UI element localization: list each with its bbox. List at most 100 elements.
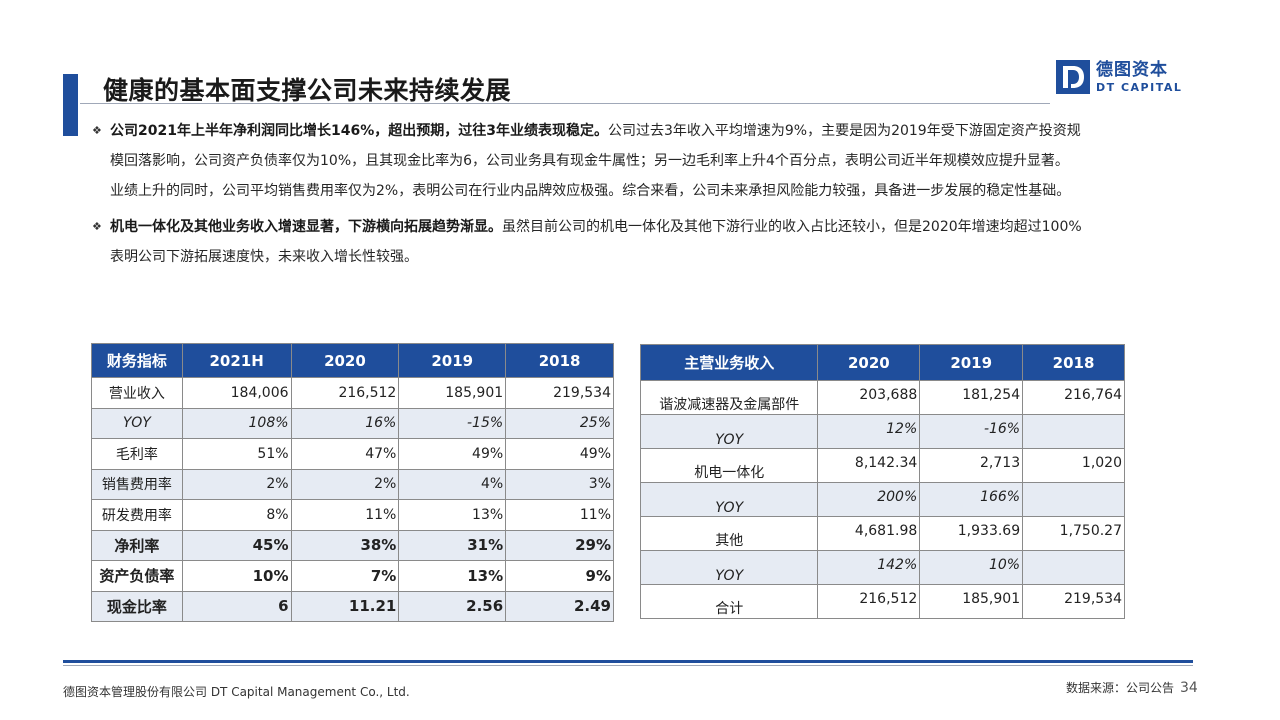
table-cell: 142% [817,550,921,585]
bullet-heading: 机电一体化及其他业务收入增速显著，下游横向拓展趋势渐显。 [110,219,502,235]
page-number: 34 [1180,680,1198,696]
column-header: 主营业务收入 [639,344,819,381]
row-label: 营业收入 [91,377,183,409]
table-cell: 2% [181,468,292,500]
column-header: 2021H [181,343,292,378]
table-cell: 8,142.34 [817,448,921,483]
table-row: 资产负债率 10% 7% 13% 9% [91,560,614,592]
row-label: 销售费用率 [91,468,183,500]
page-title: 健康的基本面支撑公司未来持续发展 [103,76,512,105]
table-cell: 185,901 [398,377,507,409]
table-cell: 16% [290,407,400,439]
table-cell: 11% [290,499,400,531]
table-cell: 184,006 [181,377,292,409]
logo-en-text: DT CAPITAL [1096,80,1183,94]
table-cell: 38% [290,529,400,561]
table-cell: 216,512 [290,377,400,409]
table-row: 其他 4,681.98 1,933.69 1,750.27 [639,516,1125,551]
row-label: YOY [639,482,819,517]
table-cell: 7% [290,560,400,592]
row-label: 合计 [639,584,819,619]
table-cell: 2% [290,468,400,500]
table-cell [1022,482,1125,517]
table-cell: 166% [919,482,1024,517]
row-label: YOY [639,550,819,585]
column-header: 2020 [817,344,921,381]
table-cell: 2.56 [398,590,507,622]
table-row: 毛利率 51% 47% 49% 49% [91,438,614,470]
table-cell: 13% [398,560,507,592]
row-label: 研发费用率 [91,499,183,531]
table-cell: 10% [919,550,1024,585]
table-cell: 216,764 [1022,380,1125,415]
table-cell: 12% [817,414,921,449]
table-cell: 108% [181,407,292,439]
bullet-heading: 公司2021年上半年净利润同比增长146%，超出预期，过往3年业绩表现稳定。 [110,123,608,139]
column-header: 2019 [398,343,507,378]
table-cell: 203,688 [817,380,921,415]
table-row: 现金比率 6 11.21 2.56 2.49 [91,590,614,622]
table-cell: 8% [181,499,292,531]
table-cell: 4% [398,468,507,500]
dt-logo-icon [1056,60,1090,94]
row-label: YOY [91,407,183,439]
column-header: 2018 [1022,344,1125,381]
row-label: 机电一体化 [639,448,819,483]
logo-cn-text: 德图资本 [1096,59,1168,80]
table-cell: 51% [181,438,292,470]
table-cell: 219,534 [505,377,614,409]
table-cell: 11% [505,499,614,531]
row-label: 谐波减速器及金属部件 [639,380,819,415]
table-row: YOY 200% 166% [639,482,1125,517]
table-cell: 2,713 [919,448,1024,483]
data-source-text: 数据来源：公司公告 [1066,681,1175,695]
table-cell: 9% [505,560,614,592]
footer-source: 数据来源：公司公告 34 [1066,679,1198,696]
column-header: 2018 [505,343,614,378]
table-cell [1022,414,1125,449]
table-row: 销售费用率 2% 2% 4% 3% [91,468,614,500]
table-cell: 10% [181,560,292,592]
column-header: 2020 [290,343,400,378]
table-row: 机电一体化 8,142.34 2,713 1,020 [639,448,1125,483]
table-cell: 49% [505,438,614,470]
table-cell: 6 [181,590,292,622]
table-cell: 216,512 [817,584,921,619]
table-header-row: 财务指标 2021H 2020 2019 2018 [91,343,614,378]
row-label: YOY [639,414,819,449]
table-row: 研发费用率 8% 11% 13% 11% [91,499,614,531]
footer-divider [63,660,1193,663]
title-accent-bar [63,74,78,136]
column-header: 财务指标 [91,343,183,378]
table-row: YOY 12% -16% [639,414,1125,449]
table-row: YOY 142% 10% [639,550,1125,585]
table-cell: -16% [919,414,1024,449]
row-label: 资产负债率 [91,560,183,592]
table-cell: 4,681.98 [817,516,921,551]
table-cell: 13% [398,499,507,531]
row-label: 毛利率 [91,438,183,470]
table-row: 谐波减速器及金属部件 203,688 181,254 216,764 [639,380,1125,415]
table-cell: 219,534 [1022,584,1125,619]
table-cell: 200% [817,482,921,517]
table-cell: 1,750.27 [1022,516,1125,551]
table-cell [1022,550,1125,585]
footer-company: 德图资本管理股份有限公司 DT Capital Management Co., … [63,685,410,699]
table-row: 营业收入 184,006 216,512 185,901 219,534 [91,377,614,409]
table-row: 合计 216,512 185,901 219,534 [639,584,1125,619]
table-cell: 1,933.69 [919,516,1024,551]
table-cell: 45% [181,529,292,561]
table-cell: 2.49 [505,590,614,622]
table-cell: 181,254 [919,380,1024,415]
table-row: 净利率 45% 38% 31% 29% [91,529,614,561]
title-divider [80,103,1050,104]
bullet-list: ❖ 公司2021年上半年净利润同比增长146%，超出预期，过往3年业绩表现稳定。… [92,116,1082,278]
row-label: 净利率 [91,529,183,561]
footer-divider-thin [63,665,1193,666]
table-cell: 47% [290,438,400,470]
table-cell: 1,020 [1022,448,1125,483]
table-cell: 31% [398,529,507,561]
diamond-bullet-icon: ❖ [92,220,102,233]
diamond-bullet-icon: ❖ [92,124,102,137]
table-cell: 3% [505,468,614,500]
